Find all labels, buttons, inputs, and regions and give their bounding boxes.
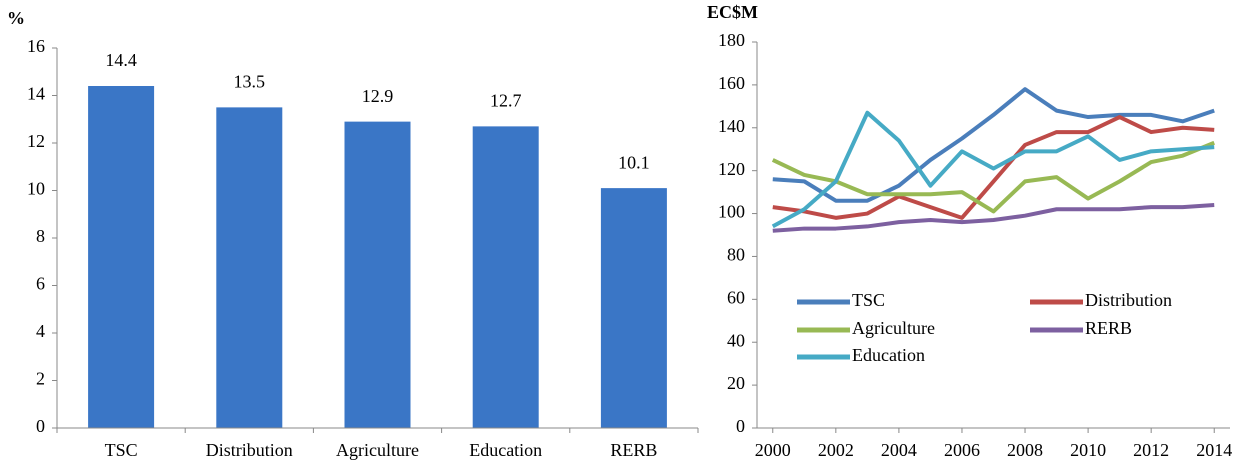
y-tick-label: 10 xyxy=(27,179,45,199)
y-tick-label: 60 xyxy=(727,287,745,307)
y-tick-label: 160 xyxy=(718,73,745,93)
x-tick-label: 2006 xyxy=(944,440,980,460)
x-tick-label: TSC xyxy=(105,440,138,460)
data-label: 14.4 xyxy=(105,50,137,70)
bar xyxy=(216,107,283,428)
legend-label: Agriculture xyxy=(852,318,935,338)
x-tick-label: Agriculture xyxy=(336,440,419,460)
x-tick-label: Education xyxy=(469,440,542,460)
x-tick-label: Distribution xyxy=(206,440,293,460)
x-tick-label: 2000 xyxy=(755,440,791,460)
bar xyxy=(600,188,667,428)
y-tick-label: 100 xyxy=(718,202,745,222)
y-tick-label: 20 xyxy=(727,373,745,393)
x-tick-label: 2002 xyxy=(818,440,854,460)
x-tick-label: 2010 xyxy=(1070,440,1106,460)
y-tick-label: 16 xyxy=(27,36,45,56)
series-line xyxy=(772,202,1215,233)
y-tick-label: 0 xyxy=(36,416,45,436)
bar xyxy=(344,121,411,428)
series-line xyxy=(772,115,1215,220)
series-line xyxy=(772,87,1215,203)
bar xyxy=(88,86,155,428)
series-line xyxy=(771,140,1215,214)
y-tick-label: 6 xyxy=(36,274,45,294)
y-tick-label: 80 xyxy=(727,245,745,265)
y-tick-label: 120 xyxy=(718,159,745,179)
y-tick-label: 0 xyxy=(736,416,745,436)
bar xyxy=(472,126,539,428)
x-tick-label: 2012 xyxy=(1133,440,1169,460)
legend-label: Distribution xyxy=(1085,290,1172,310)
x-tick-label: RERB xyxy=(610,440,657,460)
y-tick-label: 14 xyxy=(27,84,45,104)
y-tick-label: 40 xyxy=(727,330,745,350)
y-axis-title: % xyxy=(7,8,25,28)
legend-label: Education xyxy=(852,345,925,365)
x-tick-label: 2014 xyxy=(1196,440,1232,460)
legend-label: RERB xyxy=(1085,318,1132,338)
series-line xyxy=(771,110,1215,229)
data-label: 10.1 xyxy=(618,152,650,172)
y-tick-label: 2 xyxy=(36,369,45,389)
y-tick-label: 140 xyxy=(718,116,745,136)
y-axis-title: EC$M xyxy=(707,2,758,22)
x-tick-label: 2008 xyxy=(1007,440,1043,460)
data-label: 13.5 xyxy=(234,72,266,92)
data-label: 12.7 xyxy=(490,91,522,111)
legend-label: TSC xyxy=(852,290,885,310)
y-tick-label: 180 xyxy=(718,30,745,50)
x-tick-label: 2004 xyxy=(881,440,917,460)
y-tick-label: 8 xyxy=(36,226,45,246)
data-label: 12.9 xyxy=(362,86,394,106)
y-tick-label: 12 xyxy=(27,131,45,151)
y-tick-label: 4 xyxy=(36,321,45,341)
